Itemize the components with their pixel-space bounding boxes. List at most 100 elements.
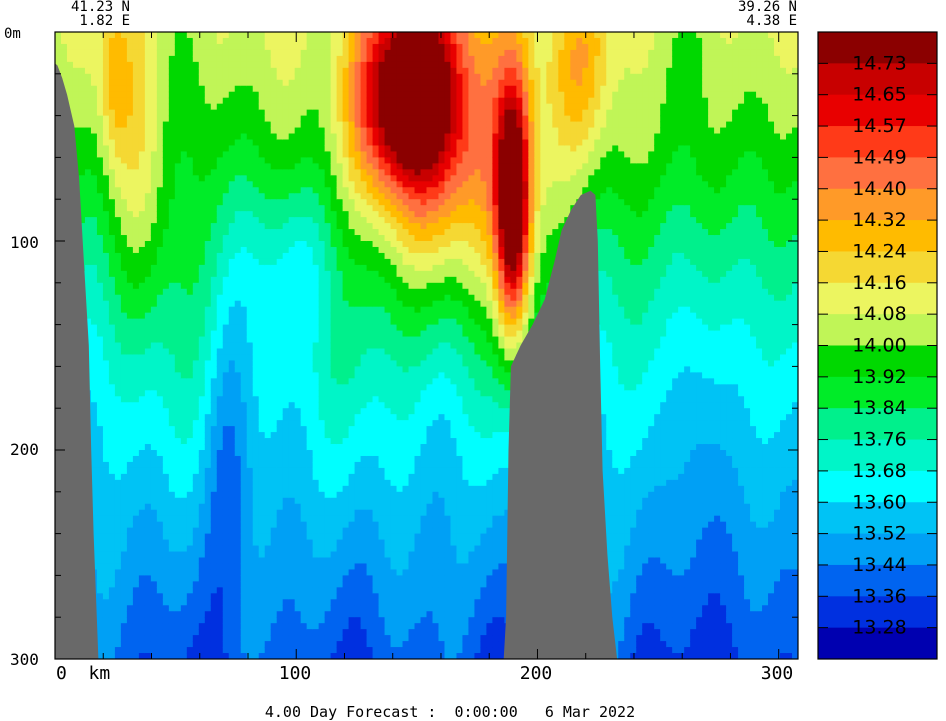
temperature-cell [306, 235, 314, 242]
temperature-cell [150, 569, 158, 576]
temperature-cell [306, 121, 314, 129]
temperature-cell [324, 151, 332, 158]
temperature-cell [174, 461, 182, 469]
temperature-cell [312, 533, 320, 541]
temperature-cell [126, 515, 134, 523]
temperature-cell [144, 533, 152, 541]
temperature-cell [192, 306, 200, 314]
temperature-cell [288, 181, 296, 188]
temperature-cell [150, 229, 158, 236]
temperature-cell [306, 223, 314, 230]
temperature-cell [228, 223, 236, 230]
temperature-cell [252, 49, 260, 57]
temperature-cell [84, 181, 92, 188]
temperature-cell [222, 408, 230, 415]
temperature-cell [144, 79, 152, 87]
temperature-cell [246, 43, 254, 51]
temperature-cell [324, 545, 332, 553]
temperature-cell [174, 521, 182, 529]
temperature-cell [300, 605, 308, 612]
temperature-cell [240, 581, 248, 588]
temperature-cell [90, 163, 98, 170]
temperature-cell [210, 241, 218, 248]
temperature-cell [324, 85, 332, 93]
temperature-cell [108, 181, 116, 188]
temperature-cell [132, 420, 140, 427]
temperature-cell [192, 354, 200, 362]
temperature-cell [114, 175, 122, 182]
temperature-cell [102, 121, 110, 129]
temperature-cell [318, 67, 326, 75]
temperature-cell [288, 217, 296, 224]
temperature-cell [162, 635, 170, 642]
temperature-cell [270, 533, 278, 541]
temperature-cell [102, 169, 110, 176]
temperature-cell [300, 438, 308, 445]
temperature-cell [324, 73, 332, 81]
temperature-cell [138, 360, 146, 367]
temperature-cell [282, 485, 290, 493]
temperature-cell [126, 390, 134, 397]
temperature-cell [186, 372, 194, 379]
temperature-cell [162, 473, 170, 481]
temperature-cell [276, 187, 284, 194]
temperature-cell [144, 408, 152, 415]
temperature-cell [306, 229, 314, 236]
temperature-cell [246, 276, 254, 284]
temperature-cell [96, 264, 104, 272]
temperature-cell [234, 91, 242, 99]
temperature-cell [216, 581, 224, 588]
temperature-cell [330, 145, 338, 153]
temperature-cell [288, 342, 296, 350]
temperature-cell [144, 181, 152, 188]
temperature-cell [90, 396, 98, 403]
temperature-cell [306, 127, 314, 135]
temperature-cell [90, 223, 98, 230]
temperature-cell [162, 354, 170, 362]
temperature-cell [240, 252, 248, 260]
temperature-cell [126, 473, 134, 481]
temperature-cell [252, 617, 260, 624]
temperature-cell [258, 384, 266, 391]
temperature-cell [222, 270, 230, 278]
temperature-cell [102, 43, 110, 51]
temperature-cell [330, 420, 338, 427]
temperature-cell [306, 348, 314, 356]
temperature-cell [216, 235, 224, 242]
temperature-cell [324, 426, 332, 433]
temperature-cell [228, 587, 236, 594]
temperature-cell [168, 390, 176, 397]
temperature-cell [252, 288, 260, 296]
temperature-cell [138, 366, 146, 373]
temperature-cell [264, 163, 272, 170]
temperature-cell [198, 396, 206, 403]
temperature-cell [222, 575, 230, 582]
temperature-cell [318, 605, 326, 612]
temperature-cell [102, 67, 110, 75]
temperature-cell [300, 270, 308, 278]
temperature-cell [90, 49, 98, 57]
temperature-cell [216, 378, 224, 385]
temperature-cell [252, 587, 260, 594]
temperature-cell [108, 557, 116, 565]
temperature-cell [108, 641, 116, 648]
temperature-cell [246, 336, 254, 344]
temperature-cell [240, 473, 248, 481]
temperature-cell [288, 420, 296, 427]
temperature-cell [138, 545, 146, 553]
temperature-cell [228, 575, 236, 582]
temperature-cell [138, 300, 146, 308]
temperature-cell [282, 217, 290, 224]
temperature-cell [216, 539, 224, 547]
temperature-cell [306, 49, 314, 57]
temperature-cell [258, 342, 266, 350]
temperature-cell [312, 252, 320, 260]
temperature-cell [246, 252, 254, 260]
temperature-cell [174, 515, 182, 523]
temperature-cell [246, 509, 254, 517]
temperature-cell [258, 229, 266, 236]
temperature-cell [288, 103, 296, 111]
temperature-cell [138, 384, 146, 391]
temperature-cell [162, 617, 170, 624]
temperature-cell [270, 360, 278, 367]
